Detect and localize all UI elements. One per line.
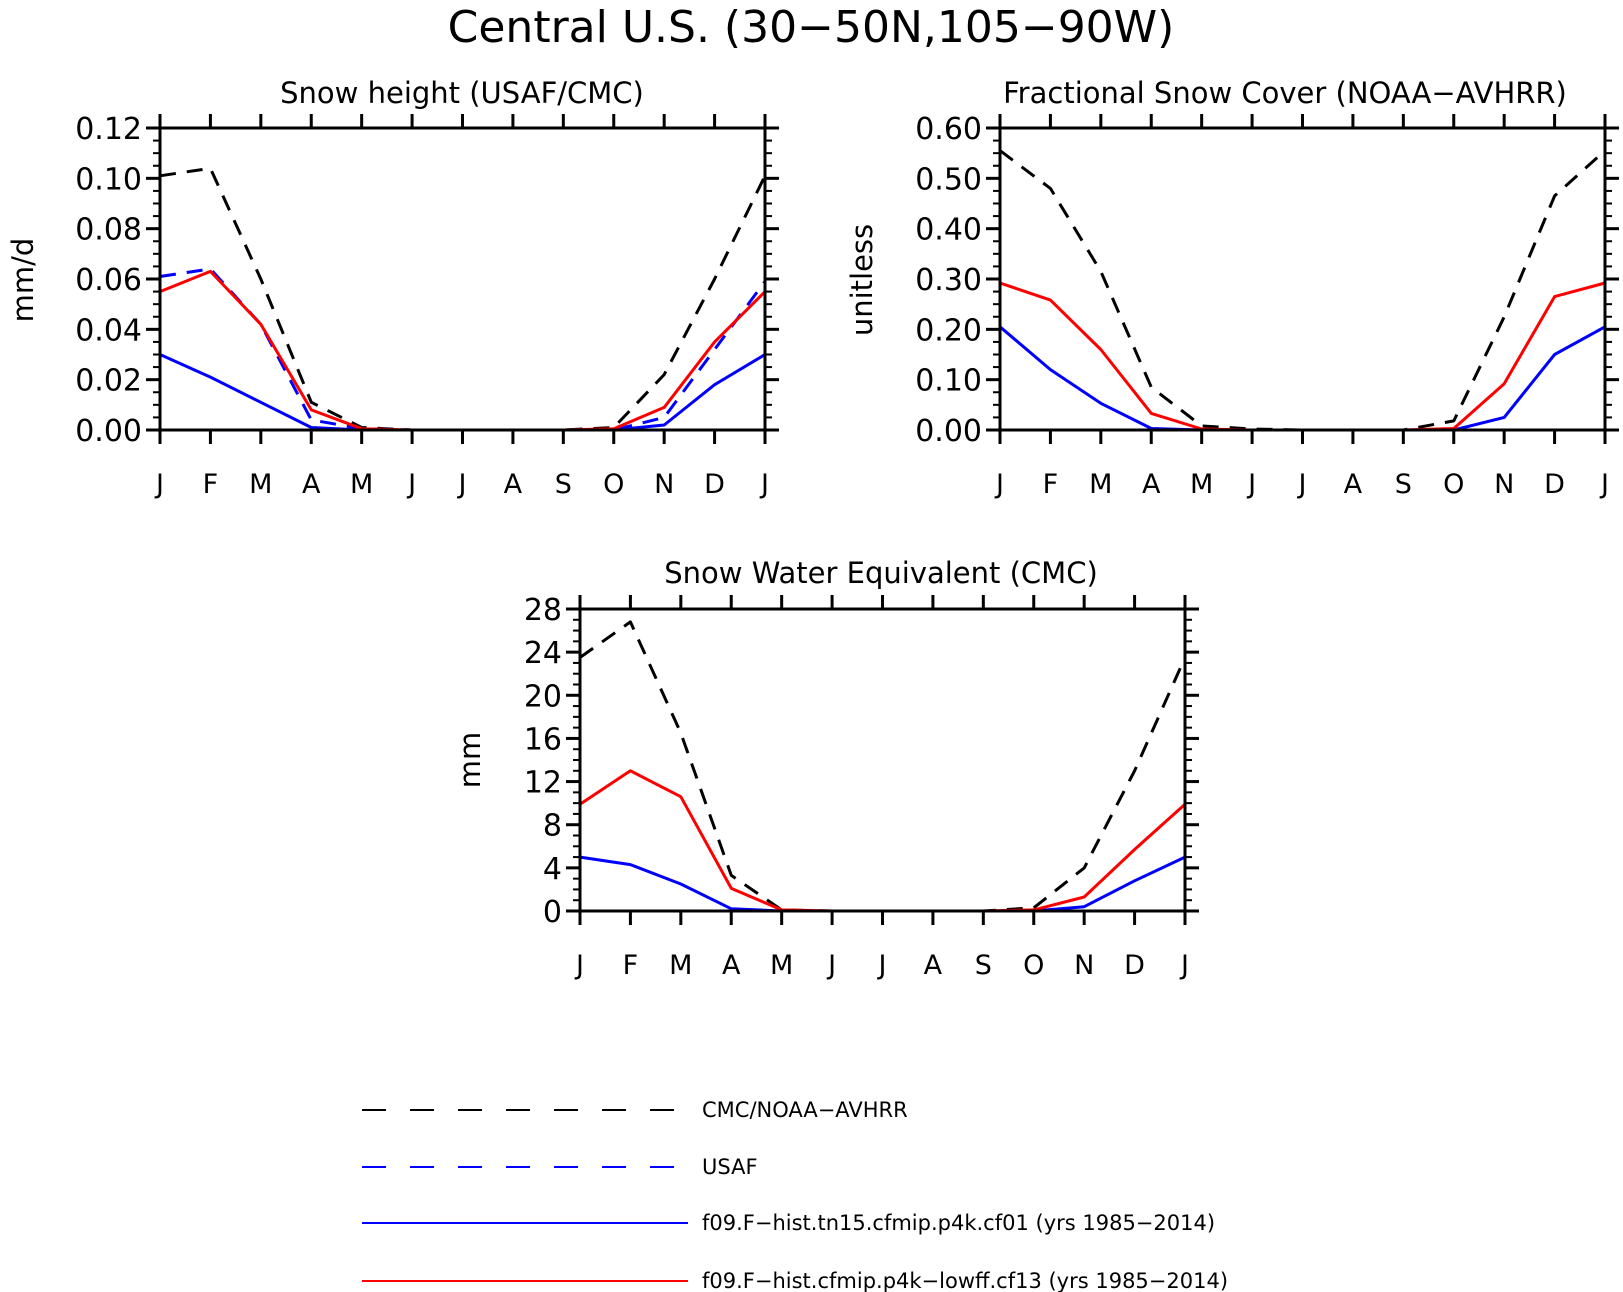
series-line-obs — [579, 620, 1187, 913]
x-tick-label: J — [759, 469, 769, 500]
x-tick-label: O — [1023, 950, 1044, 981]
x-tick-label: D — [1124, 950, 1145, 981]
y-tick-label: 0.06 — [75, 263, 142, 298]
y-tick-label: 0.02 — [75, 364, 142, 399]
x-tick-label: S — [1395, 469, 1412, 500]
x-tick-label: J — [457, 469, 467, 500]
y-tick-label: 0.00 — [915, 414, 982, 449]
plot-frame — [158, 126, 767, 432]
legend-label: USAF — [702, 1155, 758, 1179]
x-tick-label: O — [603, 469, 624, 500]
series-line-obs — [159, 166, 767, 432]
y-tick-label: 20 — [524, 679, 562, 714]
snow-cover-panel: Fractional Snow Cover (NOAA−AVHRR) unitl… — [845, 76, 1619, 500]
y-tick-label: 28 — [524, 593, 562, 628]
legend-item-usaf: USAF — [362, 1155, 758, 1179]
panel-title: Snow height (USAF/CMC) — [280, 76, 644, 110]
y-tick-label: 0.30 — [915, 263, 982, 298]
x-tick-label: A — [504, 469, 523, 500]
y-tick-label: 12 — [524, 766, 562, 801]
x-tick-label: S — [555, 469, 572, 500]
x-tick-label: A — [1142, 469, 1161, 500]
series-line-cf13 — [579, 769, 1187, 913]
y-tick-label: 8 — [543, 809, 562, 844]
series-line-obs — [999, 149, 1607, 432]
x-tick-label: D — [704, 469, 725, 500]
x-tick-label: S — [975, 950, 992, 981]
x-tick-label: A — [924, 950, 943, 981]
series-line-cf01 — [999, 325, 1606, 432]
y-tick-label: 0.40 — [915, 213, 982, 248]
y-axis-label: mm — [453, 732, 487, 789]
x-tick-label: J — [877, 950, 887, 981]
x-tick-label: N — [654, 469, 674, 500]
panel-title: Snow Water Equivalent (CMC) — [664, 556, 1098, 590]
panel-title: Fractional Snow Cover (NOAA−AVHRR) — [1003, 76, 1567, 110]
x-tick-label: A — [302, 469, 321, 500]
x-tick-label: A — [722, 950, 741, 981]
x-tick-label: D — [1544, 469, 1565, 500]
y-tick-label: 24 — [524, 636, 562, 671]
x-tick-label: M — [1089, 469, 1112, 500]
y-tick-label: 16 — [524, 722, 562, 757]
legend: CMC/NOAA−AVHRR USAF f09.F−hist.tn15.cfmi… — [362, 1098, 1228, 1292]
y-tick-label: 0 — [543, 895, 562, 930]
plot-frame — [998, 126, 1607, 432]
x-tick-label: J — [994, 469, 1004, 500]
x-tick-label: M — [770, 950, 793, 981]
legend-label: CMC/NOAA−AVHRR — [702, 1098, 908, 1122]
x-tick-label: F — [623, 950, 639, 981]
series-line-cf01 — [579, 855, 1186, 913]
x-tick-label: N — [1494, 469, 1514, 500]
legend-label: f09.F−hist.tn15.cfmip.p4k.cf01 (yrs 1985… — [702, 1211, 1215, 1235]
x-tick-label: J — [574, 950, 584, 981]
x-tick-label: J — [1246, 469, 1256, 500]
legend-item-obs: CMC/NOAA−AVHRR — [362, 1098, 908, 1122]
series-line-cf13 — [999, 281, 1606, 432]
y-tick-label: 0.20 — [915, 313, 982, 348]
y-tick-label: 0.10 — [75, 162, 142, 197]
y-tick-label: 0.00 — [75, 414, 142, 449]
x-tick-label: J — [1179, 950, 1189, 981]
x-tick-label: J — [154, 469, 164, 500]
y-tick-label: 0.04 — [75, 313, 142, 348]
x-tick-label: M — [1190, 469, 1213, 500]
figure-title: Central U.S. (30−50N,105−90W) — [448, 2, 1175, 53]
y-axis-label: mm/d — [6, 238, 40, 323]
x-tick-label: J — [1297, 469, 1307, 500]
x-tick-label: N — [1074, 950, 1094, 981]
x-tick-label: A — [1344, 469, 1363, 500]
y-tick-label: 0.60 — [915, 112, 982, 147]
y-tick-label: 0.12 — [75, 112, 142, 147]
y-tick-label: 4 — [543, 852, 562, 887]
x-tick-label: M — [249, 469, 272, 500]
y-axis-label: unitless — [845, 224, 879, 336]
series-line-usaf — [159, 267, 767, 432]
x-tick-label: F — [203, 469, 219, 500]
y-tick-label: 0.50 — [915, 162, 982, 197]
x-tick-label: J — [826, 950, 836, 981]
legend-item-cf01: f09.F−hist.tn15.cfmip.p4k.cf01 (yrs 1985… — [362, 1211, 1215, 1235]
legend-label: f09.F−hist.cfmip.p4k−lowff.cf13 (yrs 198… — [702, 1269, 1228, 1292]
plot-frame — [578, 607, 1187, 913]
x-tick-label: F — [1043, 469, 1059, 500]
x-tick-label: M — [350, 469, 373, 500]
y-tick-label: 0.08 — [75, 213, 142, 248]
legend-item-cf13: f09.F−hist.cfmip.p4k−lowff.cf13 (yrs 198… — [362, 1269, 1228, 1292]
x-tick-label: J — [1599, 469, 1609, 500]
x-tick-label: O — [1443, 469, 1464, 500]
x-tick-label: J — [406, 469, 416, 500]
x-tick-label: M — [669, 950, 692, 981]
y-tick-label: 0.10 — [915, 364, 982, 399]
